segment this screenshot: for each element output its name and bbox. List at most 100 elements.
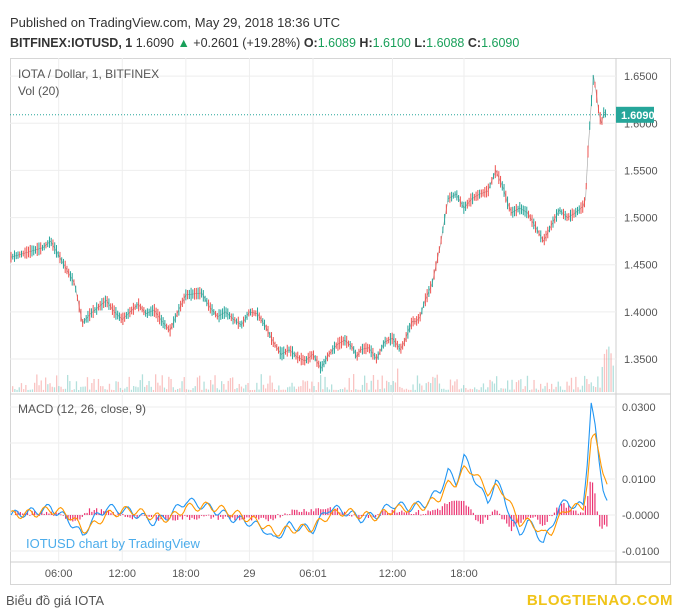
macd-histogram-bar [594,493,596,515]
macd-histogram-bar [332,511,334,515]
price-tick-label: 1.4000 [624,307,658,319]
macd-histogram-bar [560,503,563,515]
macd-histogram-bar [467,506,470,515]
macd-histogram-bar [148,515,150,517]
volume-bar [482,383,485,392]
volume-bar [331,384,333,392]
macd-histogram-bar [100,509,103,515]
volume-bar [295,388,298,392]
macd-histogram-bar [22,513,24,515]
volume-bar [152,389,155,392]
macd-histogram-bar [62,515,64,516]
macd-histogram-bar [55,512,57,515]
macd-histogram-bar [293,509,296,515]
macd-histogram-bar [248,515,250,518]
volume-bar [544,386,546,392]
macd-histogram-bar [36,514,38,516]
volume-bar [315,389,317,392]
volume-bar [31,389,34,392]
volume-bar [436,374,438,392]
macd-histogram-bar [186,515,188,518]
price-tick-label: 1.5000 [624,213,658,225]
volume-bar [350,389,353,392]
volume-bar [240,386,243,392]
volume-bar [117,381,119,392]
volume-bar [346,389,348,392]
macd-histogram-bar [446,504,448,515]
volume-bar [568,385,570,392]
volume-bar [590,382,592,392]
volume-bar [531,389,533,392]
macd-histogram-bar [167,515,169,520]
volume-bar [441,388,443,392]
macd-histogram-bar [115,515,117,517]
chart-frame[interactable]: 06:00 12:00 18:00 29 06:01 12:00 18:00 1.6500 1.… [10,58,671,585]
volume-bar [284,389,287,392]
volume-bar [84,386,86,392]
volume-bar [559,386,562,392]
volume-bar [223,384,225,392]
macd-histogram-bar [119,514,122,516]
volume-bar [141,374,144,392]
x-tick-label: 06:01 [299,568,327,580]
macd-histogram-bar [60,514,62,516]
volume-bar [434,377,436,392]
volume-bar [166,389,168,392]
volume-bar [524,386,526,392]
volume-bar [366,382,368,392]
volume-bar [476,389,478,392]
close-value: 1.6090 [481,36,520,50]
chart-svg[interactable]: 06:00 12:00 18:00 29 06:01 12:00 18:00 1.6500 1.… [10,58,671,585]
volume-bar [170,378,172,392]
macd-histogram-bar [444,503,446,515]
volume-bar [269,375,271,392]
volume-bar [71,389,73,392]
volume-bar [95,389,97,392]
volume-bar [234,389,236,392]
volume-bar [104,389,106,392]
volume-bar [612,365,614,392]
volume-bar [210,380,212,392]
volume-bar [168,376,170,392]
volume-bar [139,380,141,392]
macd-histogram-bar [551,515,553,517]
macd-histogram-bar [541,515,544,526]
macd-histogram-bar [131,515,133,520]
macd-histogram-bar [563,503,565,515]
volume-bar [75,381,78,392]
volume-bar [575,376,577,392]
macd-histogram-bar [324,509,327,515]
volume-bar [403,389,405,392]
macd-histogram-bar [432,510,434,515]
volume-bar [603,353,606,392]
macd-histogram-bar [358,515,360,520]
macd-histogram-bar [279,515,281,518]
volume-bar [535,388,537,392]
macd-histogram-bar [439,510,441,515]
volume-bar [322,389,324,392]
volume-bar [179,388,181,392]
volume-bar [245,384,247,392]
volume-bar [260,374,262,392]
volume-bar [80,386,82,392]
macd-histogram-bar [69,515,72,520]
volume-bar [414,389,416,392]
macd-histogram-bar [577,513,579,515]
volume-bar [97,378,100,392]
macd-histogram-bar [401,510,403,515]
macd-histogram-bar [313,511,315,515]
macd-histogram-bar [320,509,322,515]
x-tick-label: 18:00 [450,568,478,580]
high-label: H: [359,36,373,50]
volume-bar [229,378,232,392]
volume-bar [128,376,130,392]
volume-bar [478,389,480,392]
volume-bar [205,388,207,392]
macd-histogram-bar [267,515,269,522]
volume-bar [282,389,284,392]
volume-bar [199,375,201,392]
macd-histogram-bar [220,515,222,517]
macd-histogram-bar [520,515,522,523]
volume-bar [113,389,115,392]
macd-histogram-bar [289,514,291,515]
